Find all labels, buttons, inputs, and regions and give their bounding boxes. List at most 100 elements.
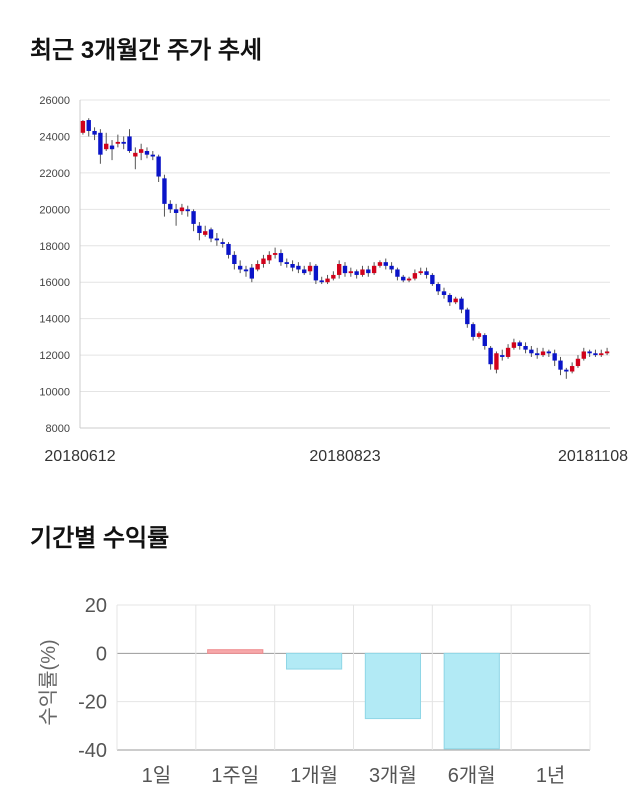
candle-body [162, 178, 167, 204]
candle-body [185, 209, 190, 212]
candle-body [208, 229, 214, 239]
candle-body [232, 254, 237, 264]
y-tick-label: 22000 [39, 168, 70, 180]
candle-body [395, 269, 400, 277]
candle-body [109, 145, 115, 150]
category-label: 3개월 [369, 764, 417, 787]
candle-body [535, 353, 540, 356]
candle-body [406, 278, 412, 281]
candle-body [226, 243, 231, 255]
candle-body [296, 265, 301, 270]
candle-body [453, 298, 458, 303]
candle-body [517, 342, 522, 346]
candle-body [80, 120, 86, 133]
candle-body [86, 120, 91, 131]
candle-body [587, 351, 592, 354]
candle-body [115, 141, 121, 144]
candle-body [523, 346, 528, 350]
y-tick-label: 20000 [39, 204, 70, 216]
category-label: 1주일 [211, 764, 259, 787]
candle-body [249, 267, 254, 279]
candle-body [313, 265, 319, 281]
candle-body [307, 265, 313, 272]
candle-body [529, 349, 534, 354]
candle-body [459, 298, 464, 310]
y-tick-label: 24000 [39, 131, 70, 143]
candle-body [470, 324, 476, 337]
category-label: 1년 [536, 764, 566, 787]
candle-body [179, 207, 185, 212]
candle-body [599, 353, 604, 356]
x-tick-label: 20180823 [309, 448, 380, 465]
candle-body [412, 273, 418, 279]
candle-body [214, 238, 220, 241]
category-label: 6개월 [448, 764, 496, 787]
y-axis-label: 수익률(%) [37, 639, 60, 725]
candle-body [267, 254, 272, 261]
y-tick-label: 12000 [39, 350, 70, 362]
candle-body [511, 342, 517, 348]
candle-body [494, 353, 499, 370]
x-tick-label: 20181108 [558, 448, 628, 465]
candle-body [558, 360, 563, 370]
candle-body [144, 151, 150, 155]
candle-body [604, 351, 610, 354]
candle-body [138, 149, 144, 153]
candle-body [488, 347, 493, 365]
candle-body [191, 211, 196, 224]
candle-body [476, 333, 482, 337]
returns-title: 기간별 수익률 [30, 525, 170, 552]
y-tick-label: 10000 [39, 387, 70, 399]
candle-body [430, 274, 435, 285]
candle-body [441, 291, 447, 295]
candle-body [552, 353, 557, 361]
y-tick-label: 16000 [39, 277, 70, 289]
candle-body [156, 156, 161, 177]
candle-body [173, 209, 179, 213]
candle-body [168, 203, 173, 210]
candle-body [377, 262, 383, 266]
candle-body [150, 154, 155, 157]
candle-body [133, 152, 138, 157]
candle-body [197, 225, 202, 234]
candle-body [98, 132, 103, 155]
candle-body [569, 366, 575, 372]
return-bar [207, 649, 264, 654]
candle-body [581, 351, 586, 359]
candle-body [290, 264, 295, 268]
candle-body [383, 262, 388, 266]
candle-body [92, 130, 97, 135]
candle-body [104, 143, 109, 150]
return-bar [364, 652, 422, 720]
y-tick-label: 0 [96, 643, 107, 665]
candle-body [342, 265, 348, 274]
category-label: 1개월 [290, 764, 338, 787]
candle-body [331, 274, 336, 279]
candle-body [319, 280, 324, 283]
candle-body [505, 347, 511, 357]
candle-body [447, 294, 453, 303]
x-tick-label: 20180612 [44, 448, 115, 465]
candle-body [121, 141, 126, 144]
y-tick-label: -20 [78, 692, 107, 714]
candle-body [278, 253, 284, 263]
candle-body [284, 262, 289, 264]
candle-body [401, 276, 406, 281]
candle-body [500, 355, 505, 357]
candle-body [220, 242, 225, 244]
candle-body [272, 253, 278, 255]
candle-body [366, 269, 371, 274]
candle-body [261, 258, 266, 264]
y-tick-label: 14000 [39, 314, 70, 326]
candle-body [237, 265, 243, 270]
y-tick-label: 20 [85, 595, 107, 617]
candle-body [127, 136, 132, 152]
candle-body [540, 351, 546, 356]
candle-body [564, 369, 569, 372]
stock-candlestick-chart: 8000 10000 12000 14000 16000 18000 20000 22000 2… [39, 95, 628, 465]
return-bar [443, 652, 500, 750]
candle-body [243, 269, 249, 272]
candle-body [325, 278, 330, 283]
return-bar [285, 652, 343, 670]
